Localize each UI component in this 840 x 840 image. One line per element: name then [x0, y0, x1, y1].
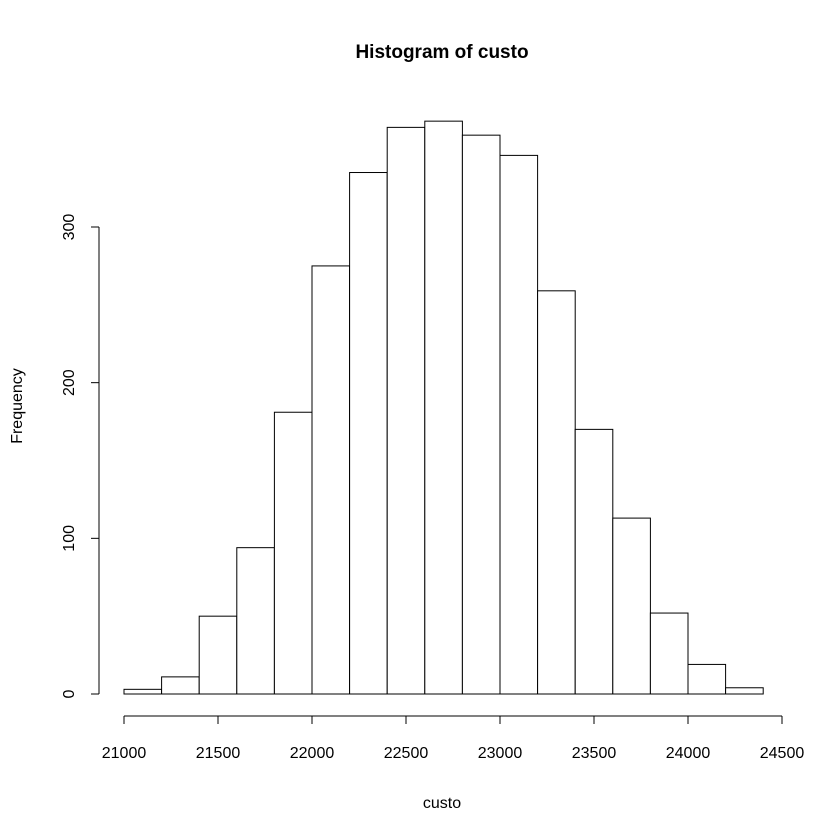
histogram-bar — [537, 290, 576, 695]
x-axis-label: custo — [423, 795, 461, 812]
bars-layer — [123, 120, 764, 695]
histogram-bar — [273, 411, 313, 695]
x-tick-label: 24000 — [666, 745, 711, 762]
histogram-bar — [687, 663, 727, 695]
histogram-bar — [461, 134, 501, 695]
y-tick-label: 200 — [61, 369, 78, 396]
x-tick-label: 24500 — [760, 745, 805, 762]
x-tick-label: 23500 — [572, 745, 617, 762]
histogram-bar — [649, 612, 689, 695]
histogram-bar — [123, 688, 163, 695]
y-tick-label: 300 — [61, 214, 78, 241]
x-tick-label: 22000 — [290, 745, 335, 762]
histogram-bar — [424, 120, 463, 695]
x-tick-label: 21000 — [102, 745, 147, 762]
histogram-bar — [311, 265, 351, 695]
histogram-bar — [612, 517, 651, 695]
histogram-bar — [574, 428, 614, 695]
x-tick-label: 23000 — [478, 745, 523, 762]
x-tick-label: 22500 — [384, 745, 429, 762]
histogram-bar — [236, 547, 275, 695]
y-tick-label: 0 — [61, 689, 78, 698]
histogram-bar — [349, 172, 388, 695]
histogram-bar — [198, 615, 238, 695]
y-tick-label: 100 — [61, 525, 78, 552]
x-ticks-layer: 21000 21500 22000 22500 23000 23500 24000 24500 — [102, 716, 805, 762]
histogram-bar — [386, 126, 426, 695]
x-tick-label: 21500 — [196, 745, 241, 762]
y-axis-label: Frequency — [9, 368, 26, 444]
chart-title: Histogram of custo — [355, 42, 528, 63]
y-ticks-layer: 0 100 200 300 — [61, 214, 99, 698]
histogram-bar — [499, 154, 539, 695]
histogram-bar — [725, 687, 764, 695]
histogram-bar — [161, 676, 200, 695]
